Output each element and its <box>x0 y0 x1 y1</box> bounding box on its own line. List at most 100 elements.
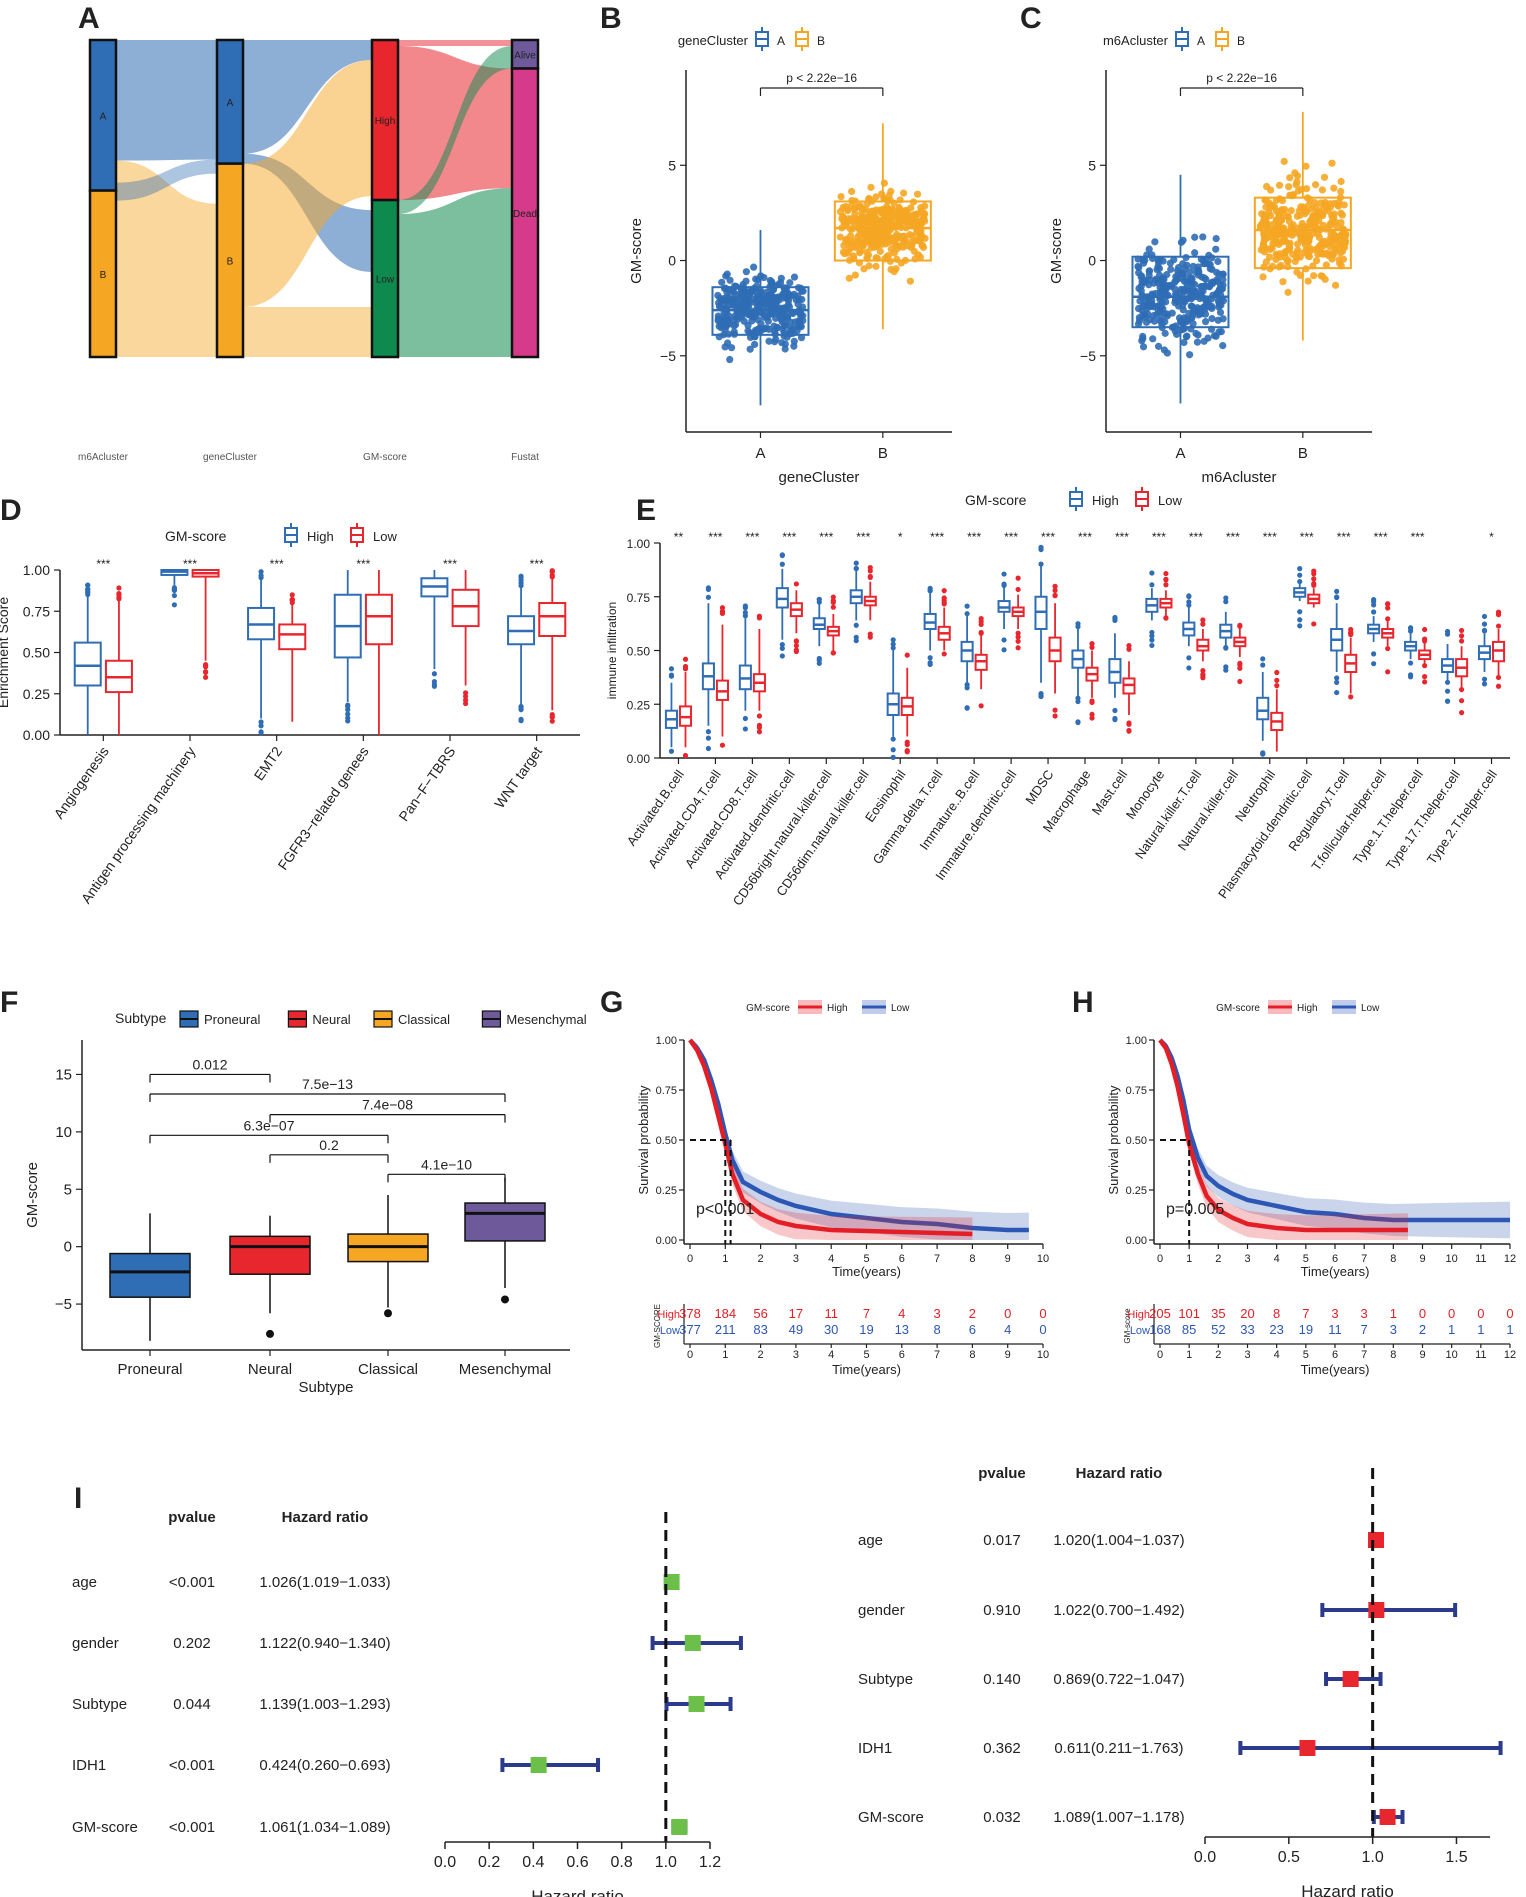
outlier-point <box>1112 707 1118 714</box>
y-axis-title: GM-score <box>24 1162 41 1228</box>
y-tick-label: 0 <box>1088 253 1096 269</box>
jitter-point <box>1300 248 1308 257</box>
risk-x-tick-label: 7 <box>1361 1349 1367 1361</box>
ci-band-high <box>690 1040 973 1240</box>
jitter-point <box>1269 202 1277 210</box>
jitter-point <box>1180 286 1189 294</box>
risk-count-low: 1 <box>1506 1322 1513 1337</box>
curve-low <box>1158 1038 1510 1223</box>
outlier-point <box>1163 582 1169 588</box>
jitter-point <box>1329 213 1338 221</box>
jitter-point <box>743 298 751 306</box>
risk-count-high: 3 <box>1361 1306 1368 1321</box>
jitter-point <box>1216 308 1225 316</box>
outlier-point <box>549 718 555 724</box>
y-tick-label: 0.00 <box>1126 1235 1147 1247</box>
outlier-point <box>1385 616 1391 622</box>
outlier-point <box>890 754 896 760</box>
jitter-point <box>893 209 901 217</box>
jitter-point <box>750 340 759 349</box>
jitter-point <box>1191 233 1199 241</box>
x-tick-label: Proneural <box>117 1361 182 1378</box>
outlier-point <box>258 729 264 735</box>
jitter-point <box>1135 284 1143 293</box>
significance: *** <box>183 557 197 571</box>
jitter-point <box>1283 257 1291 265</box>
y-tick-label: 1.00 <box>1126 1035 1147 1047</box>
jitter-point <box>1326 243 1334 251</box>
outlier-point <box>1186 655 1192 661</box>
legend-label: A <box>777 34 785 48</box>
outlier-point <box>1089 711 1095 717</box>
jitter-point <box>1177 238 1186 246</box>
outlier-point <box>964 603 970 609</box>
outlier-point <box>941 601 947 607</box>
outlier-point <box>705 594 712 600</box>
x-tick-label: Natural.killer.T.cell <box>1132 767 1204 862</box>
outlier-point <box>1297 566 1303 572</box>
row-variable: GM-score <box>858 1809 924 1826</box>
comparison-p: 6.3e−07 <box>244 1117 295 1133</box>
outlier-point <box>1001 647 1007 653</box>
y-tick-label: 0.00 <box>656 1235 677 1247</box>
outlier-point <box>1260 662 1266 668</box>
y-tick-label: 0.75 <box>23 603 50 619</box>
jitter-point <box>770 338 779 346</box>
outlier-point <box>1075 621 1081 627</box>
jitter-point <box>780 332 788 340</box>
risk-count-high: 7 <box>863 1306 870 1321</box>
row-hr-text: 0.869(0.722−1.047) <box>1053 1671 1184 1688</box>
risk-x-tick-label: 7 <box>934 1349 940 1361</box>
y-axis-title: GM-score <box>1048 218 1065 284</box>
column-header-hr: Hazard ratio <box>1076 1465 1163 1482</box>
jitter-point <box>1331 281 1340 289</box>
outlier-point <box>345 715 351 721</box>
risk-count-high: 0 <box>1004 1306 1011 1321</box>
flow-low-alive <box>398 46 512 215</box>
jitter-point <box>1180 324 1188 333</box>
risk-x-tick-label: 4 <box>1274 1349 1280 1361</box>
jitter-point <box>1219 342 1227 350</box>
y-tick-label: 0.50 <box>1126 1135 1147 1147</box>
flow-low-dead <box>398 188 512 357</box>
jitter-point <box>1318 186 1326 194</box>
risk-x-axis-title: Time(years) <box>832 1362 901 1377</box>
jitter-point <box>893 241 901 249</box>
risk-count-high: 184 <box>714 1306 736 1321</box>
row-hr-text: 0.611(0.211−1.763) <box>1054 1740 1183 1757</box>
box-B-box <box>833 200 932 262</box>
x-tick-label: 8 <box>1390 1253 1396 1265</box>
row-hr-text: 1.061(1.034−1.089) <box>259 1819 390 1836</box>
jitter-point <box>1305 201 1313 209</box>
jitter-point <box>1284 288 1292 296</box>
jitter-point <box>876 247 884 255</box>
jitter-point <box>1338 247 1347 256</box>
outlier-point <box>1163 615 1169 621</box>
y-tick-label: 1.00 <box>656 1035 677 1047</box>
jitter-point <box>1332 246 1340 254</box>
risk-x-tick-label: 5 <box>1303 1349 1309 1361</box>
risk-count-low: 13 <box>895 1322 909 1337</box>
hr-marker <box>1368 1532 1384 1548</box>
outlier-point <box>1015 634 1021 640</box>
legend-title: geneCluster <box>678 33 749 48</box>
jitter-point <box>1185 351 1194 359</box>
outlier-point <box>890 747 896 753</box>
jitter-point <box>1321 198 1329 207</box>
significance: *** <box>530 557 544 571</box>
jitter-point <box>1201 282 1209 290</box>
outlier-point <box>779 552 785 559</box>
outlier-point <box>890 637 896 643</box>
outlier-point <box>719 742 726 748</box>
jitter-point <box>917 207 925 216</box>
outlier-point <box>1444 698 1451 704</box>
y-tick-label: −5 <box>660 348 676 364</box>
outlier-point <box>1458 633 1465 639</box>
outlier-point <box>1052 713 1058 719</box>
comparison-p: 4.1e−10 <box>421 1156 472 1172</box>
jitter-point <box>772 300 780 308</box>
x-tick-label: 3 <box>793 1253 799 1265</box>
risk-count-low: 1 <box>1477 1322 1484 1337</box>
significance: *** <box>1300 530 1314 544</box>
outlier-point <box>266 1329 274 1338</box>
